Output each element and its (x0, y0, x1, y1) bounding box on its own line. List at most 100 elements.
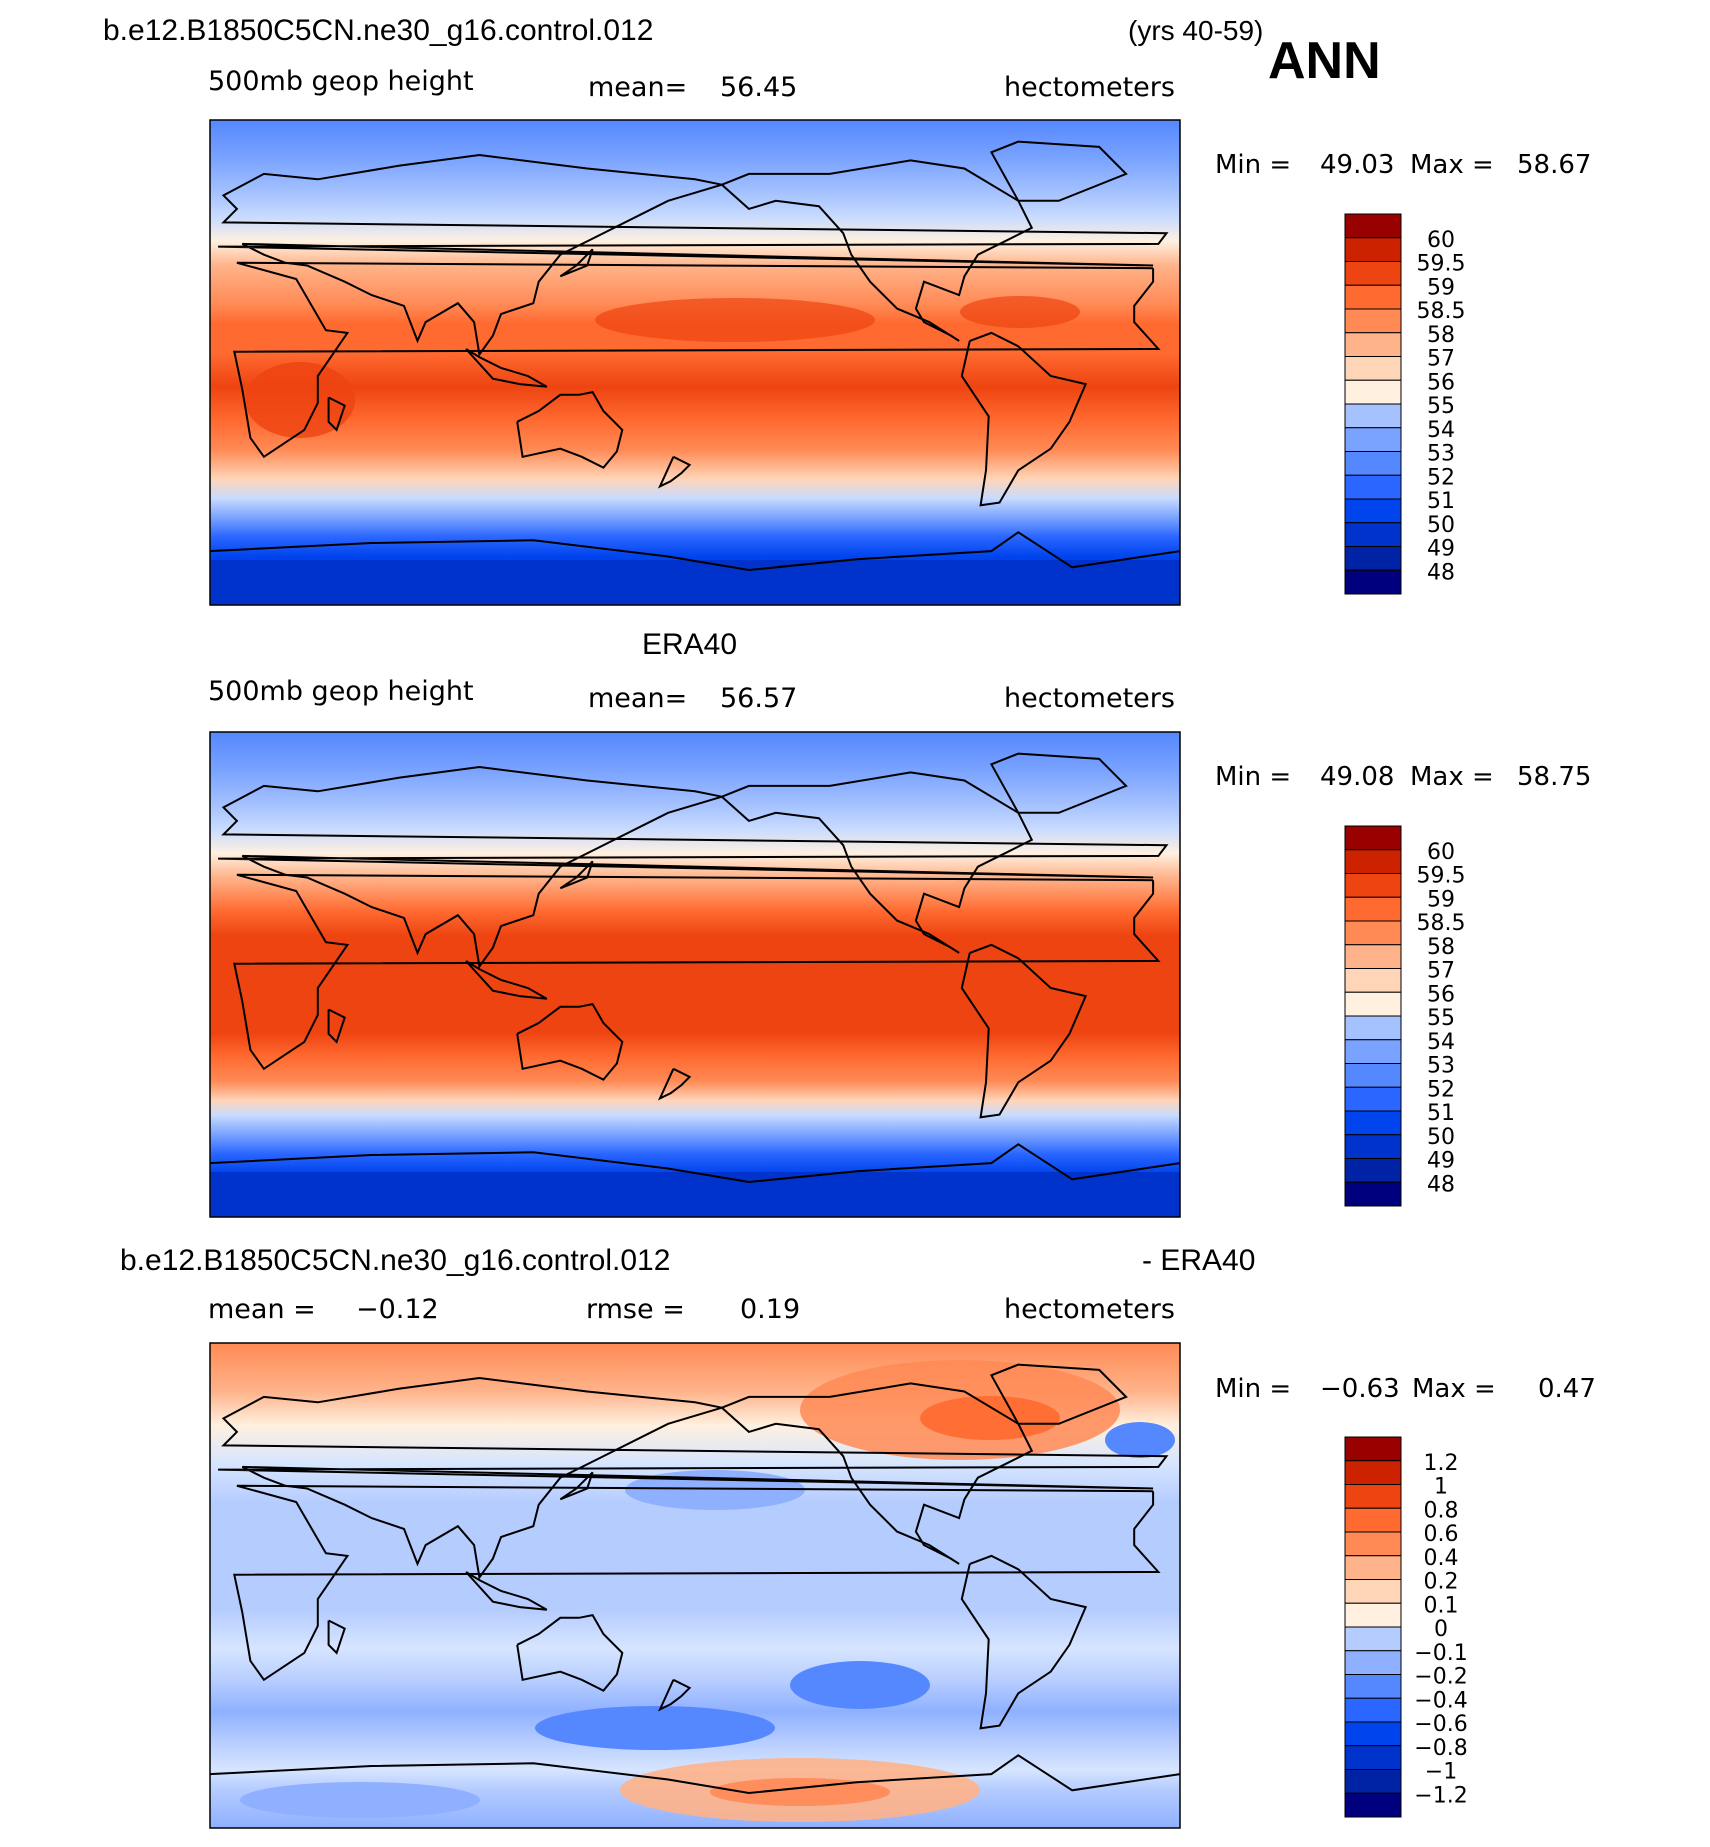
colorbar-tick-label: 49 (1427, 1149, 1455, 1174)
panel-1-pacific-max (595, 298, 875, 342)
colorbar-tick-label: 58.5 (1417, 911, 1466, 936)
panel-3-natlantic-negative (1105, 1422, 1175, 1458)
coastline (516, 1613, 624, 1692)
colorbar-tick-label: 53 (1427, 442, 1455, 467)
case-title: b.e12.B1850C5CN.ne30_g16.control.012 (103, 14, 653, 47)
panel-2-max-value: 58.75 (1517, 762, 1591, 792)
colorbar-tick-label: 50 (1427, 513, 1455, 538)
colorbar-swatch (1344, 1602, 1402, 1628)
colorbar-tick-label: 56 (1427, 370, 1455, 395)
colorbar-swatch (1344, 849, 1402, 874)
colorbar-swatch (1344, 1769, 1402, 1794)
coastline (989, 140, 1128, 202)
panel-2-title: ERA40 (642, 628, 737, 661)
colorbar-swatch (1344, 474, 1402, 500)
panel-2-mean-value: 56.57 (720, 683, 797, 714)
colorbar-swatch (1344, 332, 1402, 357)
colorbar-swatch (1344, 1460, 1402, 1485)
colorbar-tick-label: 54 (1427, 1030, 1455, 1055)
colorbar-tick-label: −0.2 (1414, 1665, 1467, 1690)
colorbar-tick-label: 50 (1427, 1125, 1455, 1150)
panel-1-max-label: Max = (1410, 150, 1494, 180)
colorbar-swatch (1344, 1792, 1402, 1818)
panel-1-coastlines (209, 140, 1181, 572)
coastline (721, 1382, 1034, 1565)
colorbar-tick-label: 59 (1427, 887, 1455, 912)
coastline (721, 771, 1034, 954)
colorbar-tick-label: 48 (1427, 1172, 1455, 1197)
colorbar-swatch (1344, 522, 1402, 547)
colorbar-swatch (1344, 968, 1402, 993)
panel-diff: b.e12.B1850C5CN.ne30_g16.control.012 - E… (120, 1244, 1596, 1829)
panel-1-min-value: 49.03 (1320, 150, 1394, 180)
panel-1-mean-label: mean= (588, 72, 687, 103)
panel-3-frame (209, 1342, 1181, 1829)
panel-1-units: hectometers (1004, 72, 1175, 103)
colorbar-tick-label: 57 (1427, 959, 1455, 984)
coastline (233, 261, 1161, 459)
colorbar-tick-label: 52 (1427, 1077, 1455, 1102)
colorbar-swatch (1344, 1484, 1402, 1509)
panel-2-polar-south (210, 1172, 1180, 1217)
colorbar-tick-label: 59.5 (1417, 252, 1466, 277)
coastline (465, 1571, 548, 1611)
coastline (465, 960, 548, 1000)
panel-3-spacific-negative-2 (790, 1661, 930, 1709)
colorbar-swatch (1344, 1015, 1402, 1041)
panel-2-frame (209, 731, 1181, 1218)
colorbar-swatch (1344, 237, 1402, 262)
coastline (218, 765, 1169, 969)
panel-3-rmse-value: 0.19 (740, 1294, 800, 1325)
colorbar-tick-label: 55 (1427, 394, 1455, 419)
colorbar-swatch (1344, 379, 1402, 405)
colorbar-swatch (1344, 1555, 1402, 1580)
colorbar-swatch (1344, 427, 1402, 452)
coastline (209, 1143, 1181, 1184)
colorbar-swatch (1344, 1086, 1402, 1112)
colorbar-swatch (1344, 1650, 1402, 1675)
season-label: ANN (1268, 32, 1381, 90)
coastline (209, 531, 1181, 572)
panel-3-antarctic-core (710, 1778, 890, 1806)
colorbar-swatch (1344, 308, 1402, 334)
panel-3-mean-label: mean = (208, 1294, 316, 1325)
panel-1-atlantic-max (960, 296, 1080, 328)
colorbar-tick-label: 51 (1427, 489, 1455, 514)
colorbar-swatch (1344, 403, 1402, 429)
colorbar-tick-label: 0.2 (1424, 1570, 1459, 1595)
colorbar-swatch (1344, 498, 1402, 524)
colorbar-swatch (1344, 825, 1402, 851)
colorbar-tick-label: 59.5 (1417, 864, 1466, 889)
coastline (989, 1363, 1128, 1425)
panel-3-title: b.e12.B1850C5CN.ne30_g16.control.012 (120, 1244, 670, 1277)
colorbar-swatch (1344, 1626, 1402, 1652)
colorbar-swatch (1344, 920, 1402, 946)
coastline (721, 159, 1034, 342)
coastline (218, 1376, 1169, 1580)
panel-2-field: 500mb geop height (208, 676, 474, 707)
panel-3-max-value: 0.47 (1538, 1374, 1596, 1404)
colorbar-swatch (1344, 213, 1402, 239)
colorbar-swatch (1344, 873, 1402, 898)
panel-3-siberia-core (920, 1396, 1060, 1440)
colorbar-swatch (1344, 356, 1402, 381)
panel-3-min-label: Min = (1215, 1374, 1291, 1404)
coastline (516, 390, 624, 469)
colorbar-tick-label: 59 (1427, 275, 1455, 300)
colorbar-swatch (1344, 1181, 1402, 1207)
colorbar-swatch (1344, 261, 1402, 286)
colorbar-tick-label: 1.2 (1424, 1451, 1459, 1476)
coastline (657, 455, 692, 489)
colorbar-tick-label: −1.2 (1414, 1783, 1467, 1808)
coastline (465, 348, 548, 388)
colorbar-tick-label: 58.5 (1417, 299, 1466, 324)
coastline (657, 1067, 692, 1101)
coastline (960, 943, 1088, 1119)
coastline (327, 1008, 346, 1044)
colorbar-tick-label: −0.1 (1414, 1641, 1467, 1666)
colorbar-swatch (1344, 896, 1402, 922)
colorbar-swatch (1344, 1579, 1402, 1604)
colorbar-swatch (1344, 1531, 1402, 1557)
colorbar-swatch (1344, 1158, 1402, 1183)
